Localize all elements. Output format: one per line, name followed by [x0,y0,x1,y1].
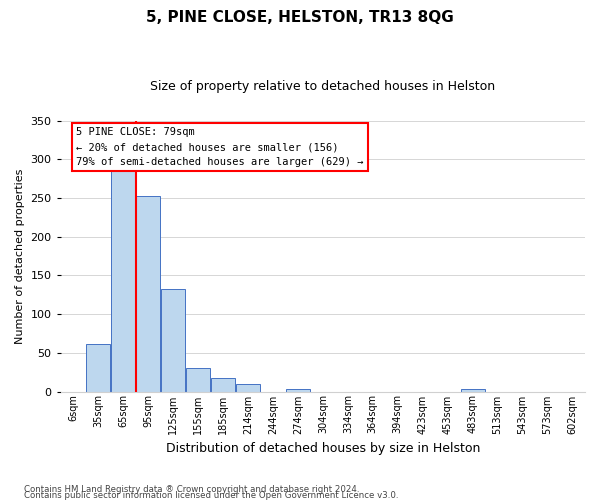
Bar [161,288,185,392]
Bar [111,164,135,392]
Bar [236,384,260,392]
Bar [286,389,310,392]
Bar [461,389,485,392]
Text: 5, PINE CLOSE, HELSTON, TR13 8QG: 5, PINE CLOSE, HELSTON, TR13 8QG [146,10,454,25]
Text: Contains public sector information licensed under the Open Government Licence v3: Contains public sector information licen… [24,490,398,500]
Bar [186,368,210,392]
Bar [136,196,160,392]
Y-axis label: Number of detached properties: Number of detached properties [15,168,25,344]
Bar [211,378,235,392]
Text: Contains HM Land Registry data ® Crown copyright and database right 2024.: Contains HM Land Registry data ® Crown c… [24,484,359,494]
Bar [86,344,110,392]
Text: 5 PINE CLOSE: 79sqm
← 20% of detached houses are smaller (156)
79% of semi-detac: 5 PINE CLOSE: 79sqm ← 20% of detached ho… [76,128,364,167]
X-axis label: Distribution of detached houses by size in Helston: Distribution of detached houses by size … [166,442,480,455]
Title: Size of property relative to detached houses in Helston: Size of property relative to detached ho… [150,80,496,93]
